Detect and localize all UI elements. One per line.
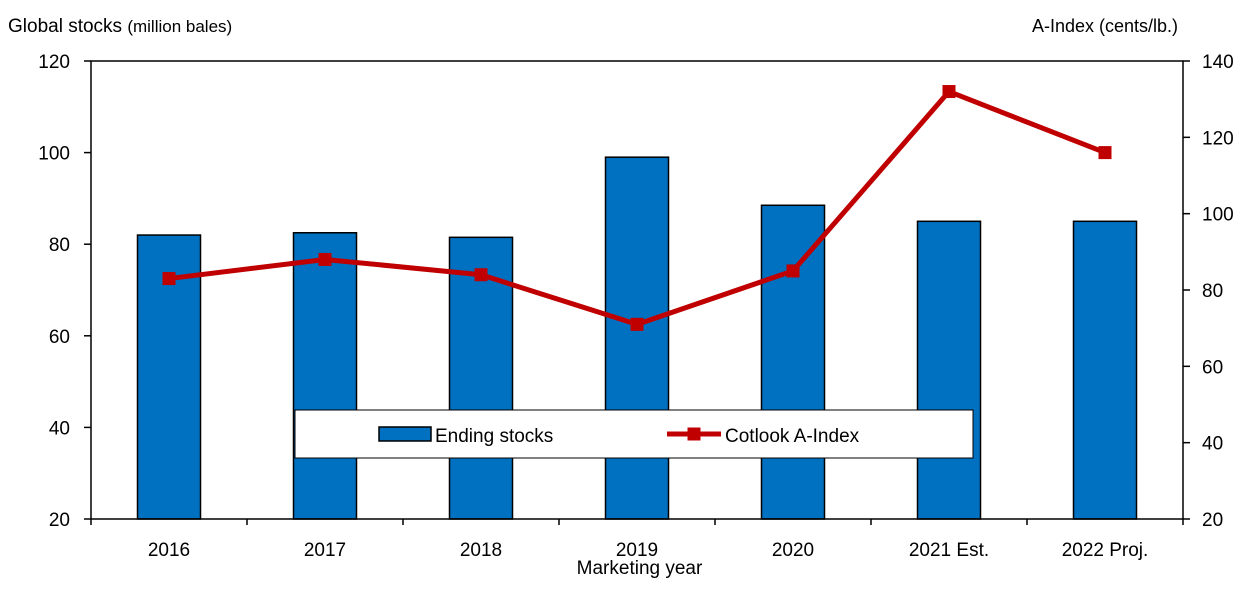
x-axis-title: Marketing year <box>576 558 703 579</box>
legend-label-bars: Ending stocks <box>435 426 553 447</box>
line-point <box>1098 146 1112 160</box>
bar <box>604 156 670 520</box>
y2-tick-label: 140 <box>1202 52 1234 73</box>
y-tick-label: 40 <box>49 418 70 439</box>
bar <box>292 232 358 520</box>
line-point <box>318 252 332 266</box>
bars-layer <box>136 156 1138 520</box>
bar <box>448 236 514 520</box>
y2-tick-label: 120 <box>1202 128 1234 149</box>
line-point <box>474 268 488 282</box>
x-tick-label: 2016 <box>148 540 190 561</box>
y2-tick-label: 20 <box>1202 510 1223 531</box>
x-tick-label: 2020 <box>772 540 814 561</box>
bar <box>760 204 826 520</box>
line-layer <box>162 85 1112 331</box>
legend-label-line: Cotlook A-Index <box>725 426 860 447</box>
line-point <box>942 85 956 99</box>
legend-swatch-bar <box>378 426 432 442</box>
y-tick-label: 20 <box>49 510 70 531</box>
y2-tick-label: 60 <box>1202 357 1223 378</box>
y-axis-title-text: Global stocks <box>8 16 123 37</box>
y-tick-label: 60 <box>49 327 70 348</box>
legend: Ending stocks Cotlook A-Index <box>294 409 974 459</box>
legend-swatch-marker <box>687 427 701 441</box>
x-tick-label: 2022 Proj. <box>1062 540 1149 561</box>
x-tick-label: 2017 <box>304 540 346 561</box>
y2-tick-label: 100 <box>1202 205 1234 226</box>
x-tick-label: 2018 <box>460 540 502 561</box>
bar <box>1072 220 1138 520</box>
line-point <box>786 264 800 278</box>
y-tick-label: 80 <box>49 235 70 256</box>
y-axis-title-unit: (million bales) <box>127 17 233 36</box>
line-point <box>630 317 644 331</box>
bar <box>916 220 982 520</box>
y2-tick-label: 80 <box>1202 281 1223 302</box>
y-axis-title-right: A-Index (cents/lb.) <box>1031 16 1178 36</box>
x-tick-label: 2019 <box>616 540 658 561</box>
y-tick-label: 120 <box>38 52 70 73</box>
y-tick-label: 100 <box>38 144 70 165</box>
line-point <box>162 272 176 286</box>
axes-layer: 20 40 60 80 100 120 20 40 60 80 100 120 140 2016 2017 2… <box>38 52 1233 561</box>
y-axis-title-left: Global stocks (million bales) <box>8 16 232 38</box>
x-tick-label: 2021 Est. <box>909 540 989 561</box>
y2-tick-label: 40 <box>1202 434 1223 455</box>
